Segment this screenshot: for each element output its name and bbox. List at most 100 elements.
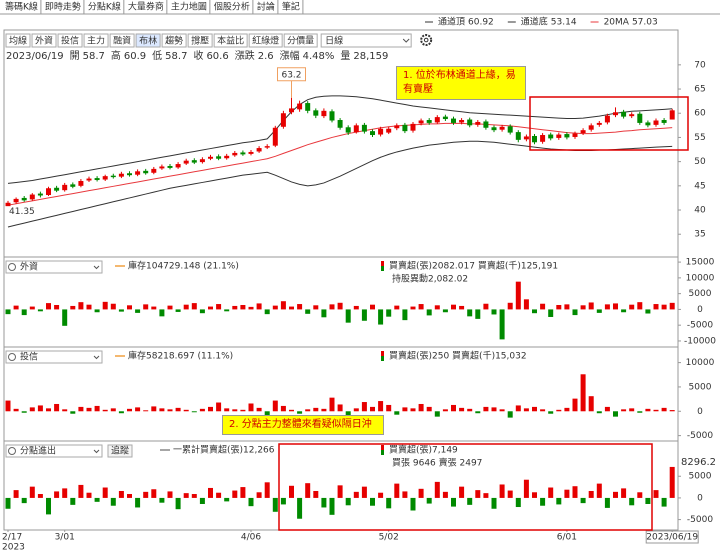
bar: [240, 409, 246, 412]
settings-icon[interactable]: [420, 34, 433, 46]
tool-label[interactable]: 融資: [113, 35, 131, 47]
bar: [337, 485, 343, 498]
info-swatch: [381, 450, 384, 455]
bar: [224, 408, 230, 412]
candle-body: [645, 122, 651, 126]
candle-body: [264, 146, 270, 148]
bar: [5, 400, 11, 412]
bar: [127, 494, 132, 498]
tab[interactable]: 即時走勢: [45, 1, 81, 13]
tab[interactable]: 主力地圖: [171, 1, 207, 13]
tool-label[interactable]: 撐壓: [191, 35, 209, 47]
bar: [613, 303, 618, 310]
bar: [46, 497, 51, 515]
tool-label[interactable]: 分價量: [287, 36, 314, 47]
close-icon[interactable]: [8, 447, 16, 455]
bar: [280, 301, 286, 310]
info-text: 量: [340, 50, 350, 62]
bar: [604, 406, 610, 412]
candle-body: [629, 114, 635, 117]
selector-box[interactable]: [5, 260, 103, 274]
x-tick-label: 2023/06/19: [646, 533, 698, 543]
tab[interactable]: 討論: [257, 1, 275, 13]
tool-label[interactable]: 投信: [61, 35, 79, 47]
bar: [175, 407, 181, 412]
bar: [70, 411, 76, 414]
tool-button[interactable]: [248, 33, 283, 48]
bar: [37, 309, 43, 312]
close-icon[interactable]: [8, 263, 16, 271]
tab[interactable]: 籌碼K線: [5, 1, 38, 13]
bar: [313, 490, 319, 498]
bar: [564, 304, 570, 310]
tool-label[interactable]: 紅綠燈: [252, 35, 279, 47]
bar: [256, 492, 262, 498]
bar: [499, 484, 505, 498]
tab[interactable]: 大量券商: [128, 1, 164, 13]
bar: [418, 304, 424, 310]
y-tick-label: 10000: [686, 358, 715, 368]
selector[interactable]: 投信: [20, 351, 38, 363]
tool-label[interactable]: 布林: [139, 35, 157, 47]
callout: 41.35: [9, 207, 35, 217]
selector[interactable]: 外資: [20, 261, 38, 273]
candle-body: [523, 136, 529, 140]
bar: [94, 497, 100, 502]
legend-value: 57.03: [632, 18, 658, 28]
bar: [37, 405, 43, 412]
tool-label[interactable]: 外資: [35, 35, 53, 47]
tool-button[interactable]: [213, 33, 248, 48]
candle-body: [70, 184, 76, 187]
tool-button[interactable]: [83, 33, 109, 48]
bar: [305, 483, 311, 498]
tab[interactable]: 個股分析: [214, 1, 250, 13]
bar: [191, 494, 197, 498]
bar: [661, 407, 667, 412]
candle-body: [604, 115, 610, 123]
period[interactable]: 日線: [325, 35, 343, 47]
period-select[interactable]: [320, 33, 412, 48]
tool-label[interactable]: 均線: [9, 35, 27, 47]
bar: [378, 309, 384, 325]
x-tick-label: 4/06: [241, 533, 261, 543]
tool-button[interactable]: [31, 33, 57, 48]
bar: [556, 304, 562, 310]
bar: [556, 409, 562, 412]
selector-box[interactable]: [5, 444, 103, 458]
info-text: 漲跌: [235, 49, 255, 62]
tool-button[interactable]: [5, 33, 31, 48]
y-tick-label: 60: [694, 109, 706, 119]
tool-button[interactable]: [57, 33, 83, 48]
bar: [386, 309, 392, 317]
tab[interactable]: 筆記: [282, 1, 300, 13]
tool-button[interactable]: [187, 33, 213, 48]
bar: [272, 305, 278, 310]
close-icon[interactable]: [8, 353, 16, 361]
button[interactable]: [107, 444, 133, 458]
legend-label: 通道底: [521, 16, 548, 28]
tab[interactable]: 分點K線: [88, 1, 121, 13]
button-label[interactable]: 追蹤: [111, 445, 129, 457]
bar: [135, 497, 141, 508]
panel-info: 買賣超(張)250 買賣超(千)15,032: [389, 350, 527, 362]
selector-box[interactable]: [5, 350, 103, 364]
tool-label[interactable]: 本益比: [217, 35, 244, 47]
bar: [434, 481, 440, 498]
selector[interactable]: 分點進出: [20, 445, 56, 457]
candle-body: [451, 118, 456, 123]
candle-body: [386, 128, 392, 133]
annotation: 1. 位於布林通道上緣，易有賣壓: [396, 66, 526, 100]
candle-body: [507, 126, 513, 133]
tool-button[interactable]: [161, 33, 187, 48]
tool-label[interactable]: 趨勢: [165, 35, 183, 47]
bar: [548, 309, 554, 317]
candle-body: [37, 193, 43, 196]
candle-body: [321, 110, 327, 117]
tool-button[interactable]: [135, 33, 161, 48]
tool-button[interactable]: [109, 33, 135, 48]
bar: [629, 408, 635, 412]
tool-button[interactable]: [283, 33, 318, 48]
bar: [645, 309, 651, 314]
tool-label[interactable]: 主力: [87, 35, 105, 47]
